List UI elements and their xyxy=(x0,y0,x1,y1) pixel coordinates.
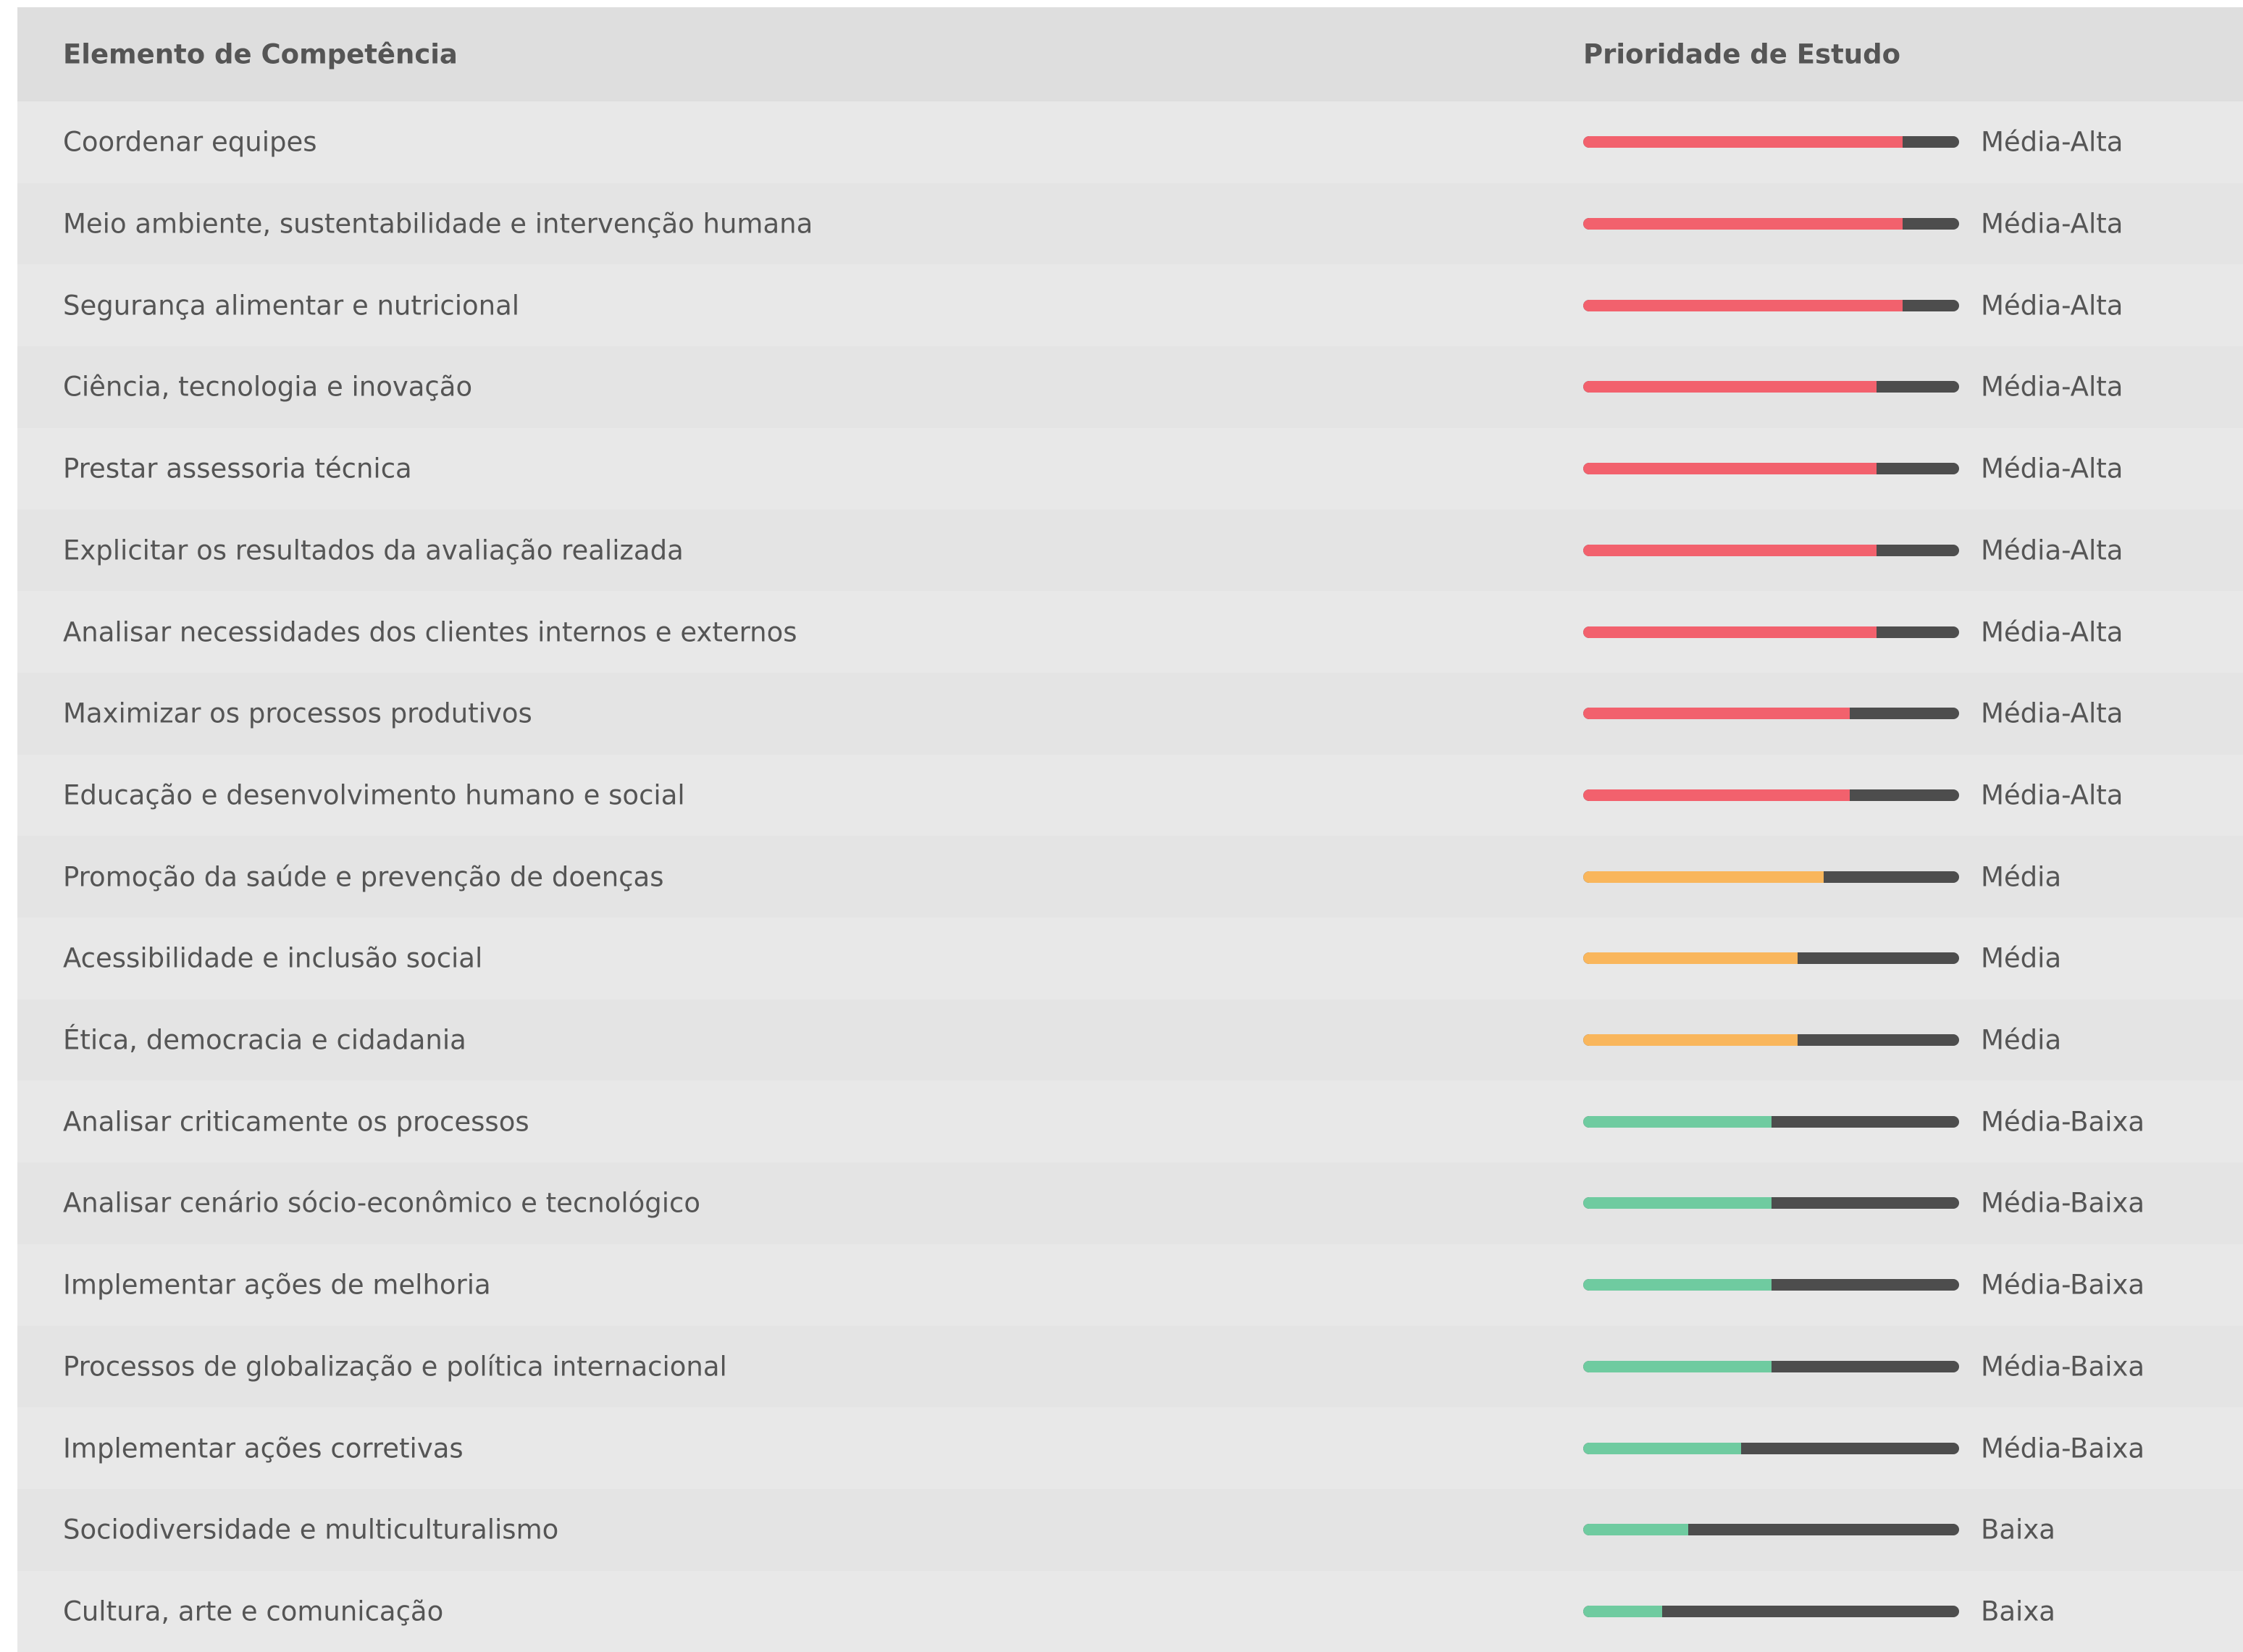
progress-fill xyxy=(1583,136,1903,148)
progress-fill xyxy=(1583,1442,1741,1454)
priority-label: Média-Baixa xyxy=(1981,1433,2145,1464)
progress-track xyxy=(1583,136,1959,148)
progress-fill xyxy=(1583,708,1850,720)
progress-track xyxy=(1583,1524,1959,1536)
progress-track xyxy=(1583,1115,1959,1128)
priority-table: Elemento de Competência Prioridade de Es… xyxy=(17,7,2243,1652)
priority-label: Média-Alta xyxy=(1981,616,2123,648)
element-name: Ética, democracia e cidadania xyxy=(63,1024,466,1056)
table-row: Acessibilidade e inclusão social Média xyxy=(17,918,2243,999)
progress-fill xyxy=(1583,1034,1798,1047)
priority-label: Média-Alta xyxy=(1981,779,2123,811)
element-name: Processos de globalização e política int… xyxy=(63,1351,727,1383)
table-row: Meio ambiente, sustentabilidade e interv… xyxy=(17,183,2243,265)
progress-fill xyxy=(1583,463,1877,475)
priority-label: Média xyxy=(1981,942,2062,974)
progress-track xyxy=(1583,871,1959,883)
table-row: Sociodiversidade e multiculturalismo Baix… xyxy=(17,1488,2243,1571)
progress-fill xyxy=(1583,1115,1772,1128)
element-name: Sociodiversidade e multiculturalismo xyxy=(63,1514,559,1546)
header-element: Elemento de Competência xyxy=(63,38,458,70)
progress-track xyxy=(1583,1442,1959,1454)
progress-track xyxy=(1583,789,1959,801)
progress-fill xyxy=(1583,626,1877,638)
progress-track xyxy=(1583,1279,1959,1291)
table-row: Segurança alimentar e nutricional Média-A… xyxy=(17,264,2243,347)
priority-label: Baixa xyxy=(1981,1514,2055,1546)
element-name: Explicitar os resultados da avaliação re… xyxy=(63,534,684,566)
element-name: Analisar necessidades dos clientes inter… xyxy=(63,616,797,648)
priority-label: Média-Baixa xyxy=(1981,1187,2145,1219)
element-name: Meio ambiente, sustentabilidade e interv… xyxy=(63,208,813,240)
table-row: Analisar cenário sócio-econômico e tecno… xyxy=(17,1162,2243,1244)
progress-track xyxy=(1583,299,1959,311)
header-priority: Prioridade de Estudo xyxy=(1583,38,1901,70)
element-name: Analisar criticamente os processos xyxy=(63,1106,529,1138)
priority-label: Média-Baixa xyxy=(1981,1351,2145,1383)
element-name: Segurança alimentar e nutricional xyxy=(63,290,520,322)
table-row: Maximizar os processos produtivos Média-A… xyxy=(17,672,2243,755)
priority-label: Média-Baixa xyxy=(1981,1269,2145,1301)
element-name: Educação e desenvolvimento humano e soci… xyxy=(63,779,685,811)
progress-track xyxy=(1583,1197,1959,1209)
progress-fill xyxy=(1583,1360,1772,1372)
element-name: Ciência, tecnologia e inovação xyxy=(63,371,473,403)
priority-label: Baixa xyxy=(1981,1596,2055,1627)
priority-label: Média-Alta xyxy=(1981,371,2123,403)
element-name: Implementar ações corretivas xyxy=(63,1433,464,1464)
table-row: Promoção da saúde e prevenção de doenças… xyxy=(17,836,2243,918)
priority-label: Média-Alta xyxy=(1981,697,2123,729)
priority-label: Média-Baixa xyxy=(1981,1106,2145,1138)
progress-track xyxy=(1583,952,1959,965)
progress-fill xyxy=(1583,1197,1772,1209)
table-row: Implementar ações de melhoria Média-Baixa xyxy=(17,1244,2243,1326)
element-name: Cultura, arte e comunicação xyxy=(63,1596,444,1627)
table-row: Coordenar equipes Média-Alta xyxy=(17,101,2243,183)
progress-fill xyxy=(1583,381,1877,393)
progress-fill xyxy=(1583,789,1850,801)
priority-label: Média-Alta xyxy=(1981,453,2123,485)
progress-track xyxy=(1583,1360,1959,1372)
element-name: Implementar ações de melhoria xyxy=(63,1269,491,1301)
table-row: Prestar assessoria técnica Média-Alta xyxy=(17,427,2243,510)
progress-fill xyxy=(1583,544,1877,556)
priority-label: Média xyxy=(1981,1024,2062,1056)
progress-fill xyxy=(1583,871,1824,883)
progress-track xyxy=(1583,1605,1959,1617)
element-name: Prestar assessoria técnica xyxy=(63,453,412,485)
element-name: Coordenar equipes xyxy=(63,126,317,158)
element-name: Analisar cenário sócio-econômico e tecno… xyxy=(63,1187,701,1219)
priority-label: Média-Alta xyxy=(1981,208,2123,240)
table-row: Explicitar os resultados da avaliação re… xyxy=(17,509,2243,592)
element-name: Acessibilidade e inclusão social xyxy=(63,942,483,974)
progress-track xyxy=(1583,544,1959,556)
progress-fill xyxy=(1583,1605,1662,1617)
table-row: Analisar necessidades dos clientes inter… xyxy=(17,591,2243,673)
element-name: Promoção da saúde e prevenção de doenças xyxy=(63,861,664,893)
element-name: Maximizar os processos produtivos xyxy=(63,697,532,729)
priority-label: Média-Alta xyxy=(1981,290,2123,322)
table-row: Cultura, arte e comunicação Baixa xyxy=(17,1570,2243,1652)
progress-track xyxy=(1583,708,1959,720)
header-row: Elemento de Competência Prioridade de Es… xyxy=(17,7,2243,101)
progress-track xyxy=(1583,626,1959,638)
progress-track xyxy=(1583,1034,1959,1047)
progress-fill xyxy=(1583,952,1798,965)
priority-label: Média-Alta xyxy=(1981,534,2123,566)
progress-track xyxy=(1583,381,1959,393)
table-row: Analisar criticamente os processos Média-… xyxy=(17,1081,2243,1163)
priority-label: Média-Alta xyxy=(1981,126,2123,158)
table-row: Ética, democracia e cidadania Média xyxy=(17,999,2243,1081)
progress-fill xyxy=(1583,299,1903,311)
table-row: Implementar ações corretivas Média-Baixa xyxy=(17,1407,2243,1489)
table-row: Processos de globalização e política int… xyxy=(17,1325,2243,1408)
table-row: Educação e desenvolvimento humano e soci… xyxy=(17,754,2243,837)
progress-track xyxy=(1583,218,1959,230)
table-row: Ciência, tecnologia e inovação Média-Alta xyxy=(17,346,2243,428)
progress-fill xyxy=(1583,218,1903,230)
progress-fill xyxy=(1583,1279,1772,1291)
progress-track xyxy=(1583,463,1959,475)
priority-label: Média xyxy=(1981,861,2062,893)
progress-fill xyxy=(1583,1524,1689,1536)
